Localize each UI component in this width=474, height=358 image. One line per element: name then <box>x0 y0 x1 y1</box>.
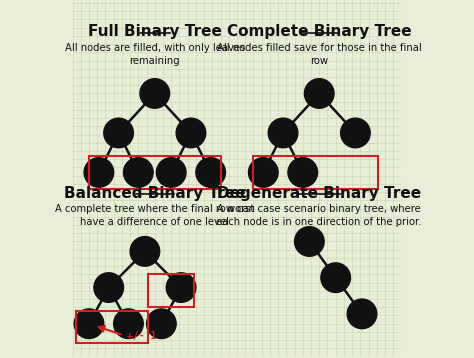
Circle shape <box>166 273 196 303</box>
Text: Complete Binary Tree: Complete Binary Tree <box>227 24 411 39</box>
Circle shape <box>341 118 370 148</box>
Text: A worst case scenario binary tree, where
each node is in one direction of the pr: A worst case scenario binary tree, where… <box>217 204 422 227</box>
Bar <box>76 310 148 343</box>
Circle shape <box>146 309 176 339</box>
Circle shape <box>140 79 170 108</box>
Text: A complete tree where the final row can
have a difference of one level: A complete tree where the final row can … <box>55 204 255 227</box>
Circle shape <box>248 158 278 187</box>
Bar <box>89 156 220 189</box>
Text: All nodes are filled, with only leaves
remaining: All nodes are filled, with only leaves r… <box>64 43 245 66</box>
Circle shape <box>124 158 153 187</box>
Circle shape <box>130 237 160 266</box>
Circle shape <box>74 309 104 339</box>
Circle shape <box>114 309 143 339</box>
Circle shape <box>304 79 334 108</box>
Bar <box>254 156 378 189</box>
Text: Full Binary Tree: Full Binary Tree <box>88 24 222 39</box>
Circle shape <box>176 118 206 148</box>
Circle shape <box>196 158 226 187</box>
Circle shape <box>321 263 350 292</box>
Circle shape <box>294 227 324 256</box>
Text: Degenerate Binary Tree: Degenerate Binary Tree <box>217 185 421 200</box>
Circle shape <box>156 158 186 187</box>
Text: Balanced Binary Tree: Balanced Binary Tree <box>64 185 246 200</box>
Bar <box>148 274 194 307</box>
Text: +/- 1: +/- 1 <box>127 330 156 340</box>
Circle shape <box>94 273 124 303</box>
Circle shape <box>288 158 318 187</box>
Circle shape <box>104 118 133 148</box>
Circle shape <box>268 118 298 148</box>
Circle shape <box>84 158 114 187</box>
Circle shape <box>347 299 377 329</box>
Text: All nodes filled save for those in the final
row: All nodes filled save for those in the f… <box>217 43 421 66</box>
